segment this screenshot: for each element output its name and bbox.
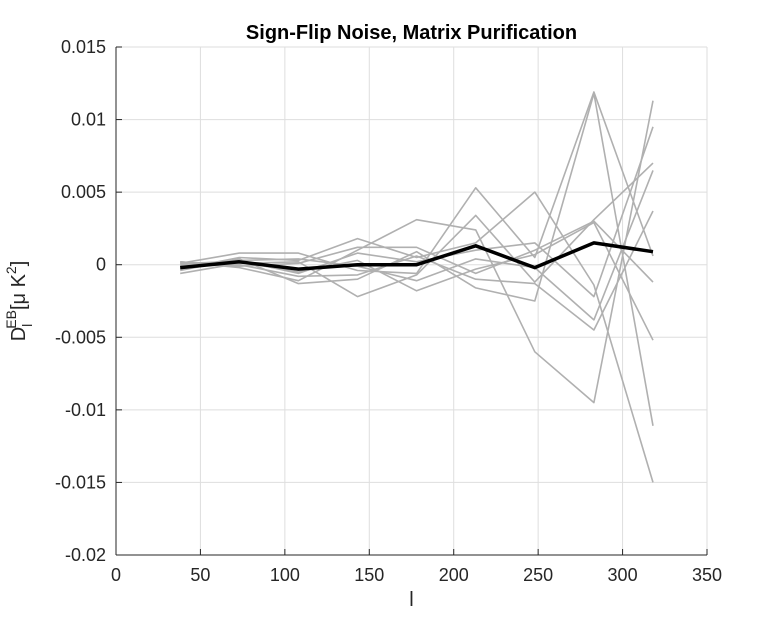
chart-title: Sign-Flip Noise, Matrix Purification — [246, 22, 577, 44]
y-axis-label: DlEB[μ K2] — [3, 261, 35, 342]
y-label-base: D — [8, 327, 30, 341]
x-tick-label: 350 — [692, 565, 722, 585]
x-tick-label: 50 — [190, 565, 210, 585]
y-tick-label: 0.005 — [61, 182, 106, 202]
x-tick-label: 300 — [608, 565, 638, 585]
y-label-sup: EB — [3, 310, 19, 329]
y-tick-label: -0.01 — [65, 400, 106, 420]
y-label-unit-sup: 2 — [3, 266, 19, 274]
realization-line — [180, 191, 654, 483]
y-label-unit-suffix: ] — [8, 261, 30, 267]
realization-line — [180, 91, 654, 275]
y-label-unit-prefix: [μ K — [8, 273, 30, 310]
realization-line — [180, 210, 654, 331]
realization-line — [180, 92, 654, 426]
y-tick-label: 0.01 — [71, 110, 106, 130]
mean-line — [180, 241, 654, 271]
tick-labels: 0 50 100 150 200 250 300 3500.0150.010.0050-0.0… — [55, 37, 722, 585]
y-tick-label: -0.02 — [65, 545, 106, 565]
x-axis-label: l — [409, 589, 413, 611]
grid — [115, 46, 708, 556]
y-tick-label: -0.015 — [55, 472, 106, 492]
realization-line — [180, 170, 654, 321]
axes — [115, 46, 708, 556]
x-tick-label: 0 — [111, 565, 121, 585]
series-group — [180, 91, 654, 483]
y-tick-label: -0.005 — [55, 327, 106, 347]
plot-area — [116, 47, 707, 555]
y-label-sub: l — [19, 324, 35, 327]
y-tick-label: 0 — [96, 255, 106, 275]
x-tick-label: 200 — [439, 565, 469, 585]
y-tick-label: 0.015 — [61, 37, 106, 57]
realization-line — [180, 100, 654, 404]
x-tick-label: 150 — [354, 565, 384, 585]
x-tick-label: 100 — [270, 565, 300, 585]
x-tick-label: 250 — [523, 565, 553, 585]
